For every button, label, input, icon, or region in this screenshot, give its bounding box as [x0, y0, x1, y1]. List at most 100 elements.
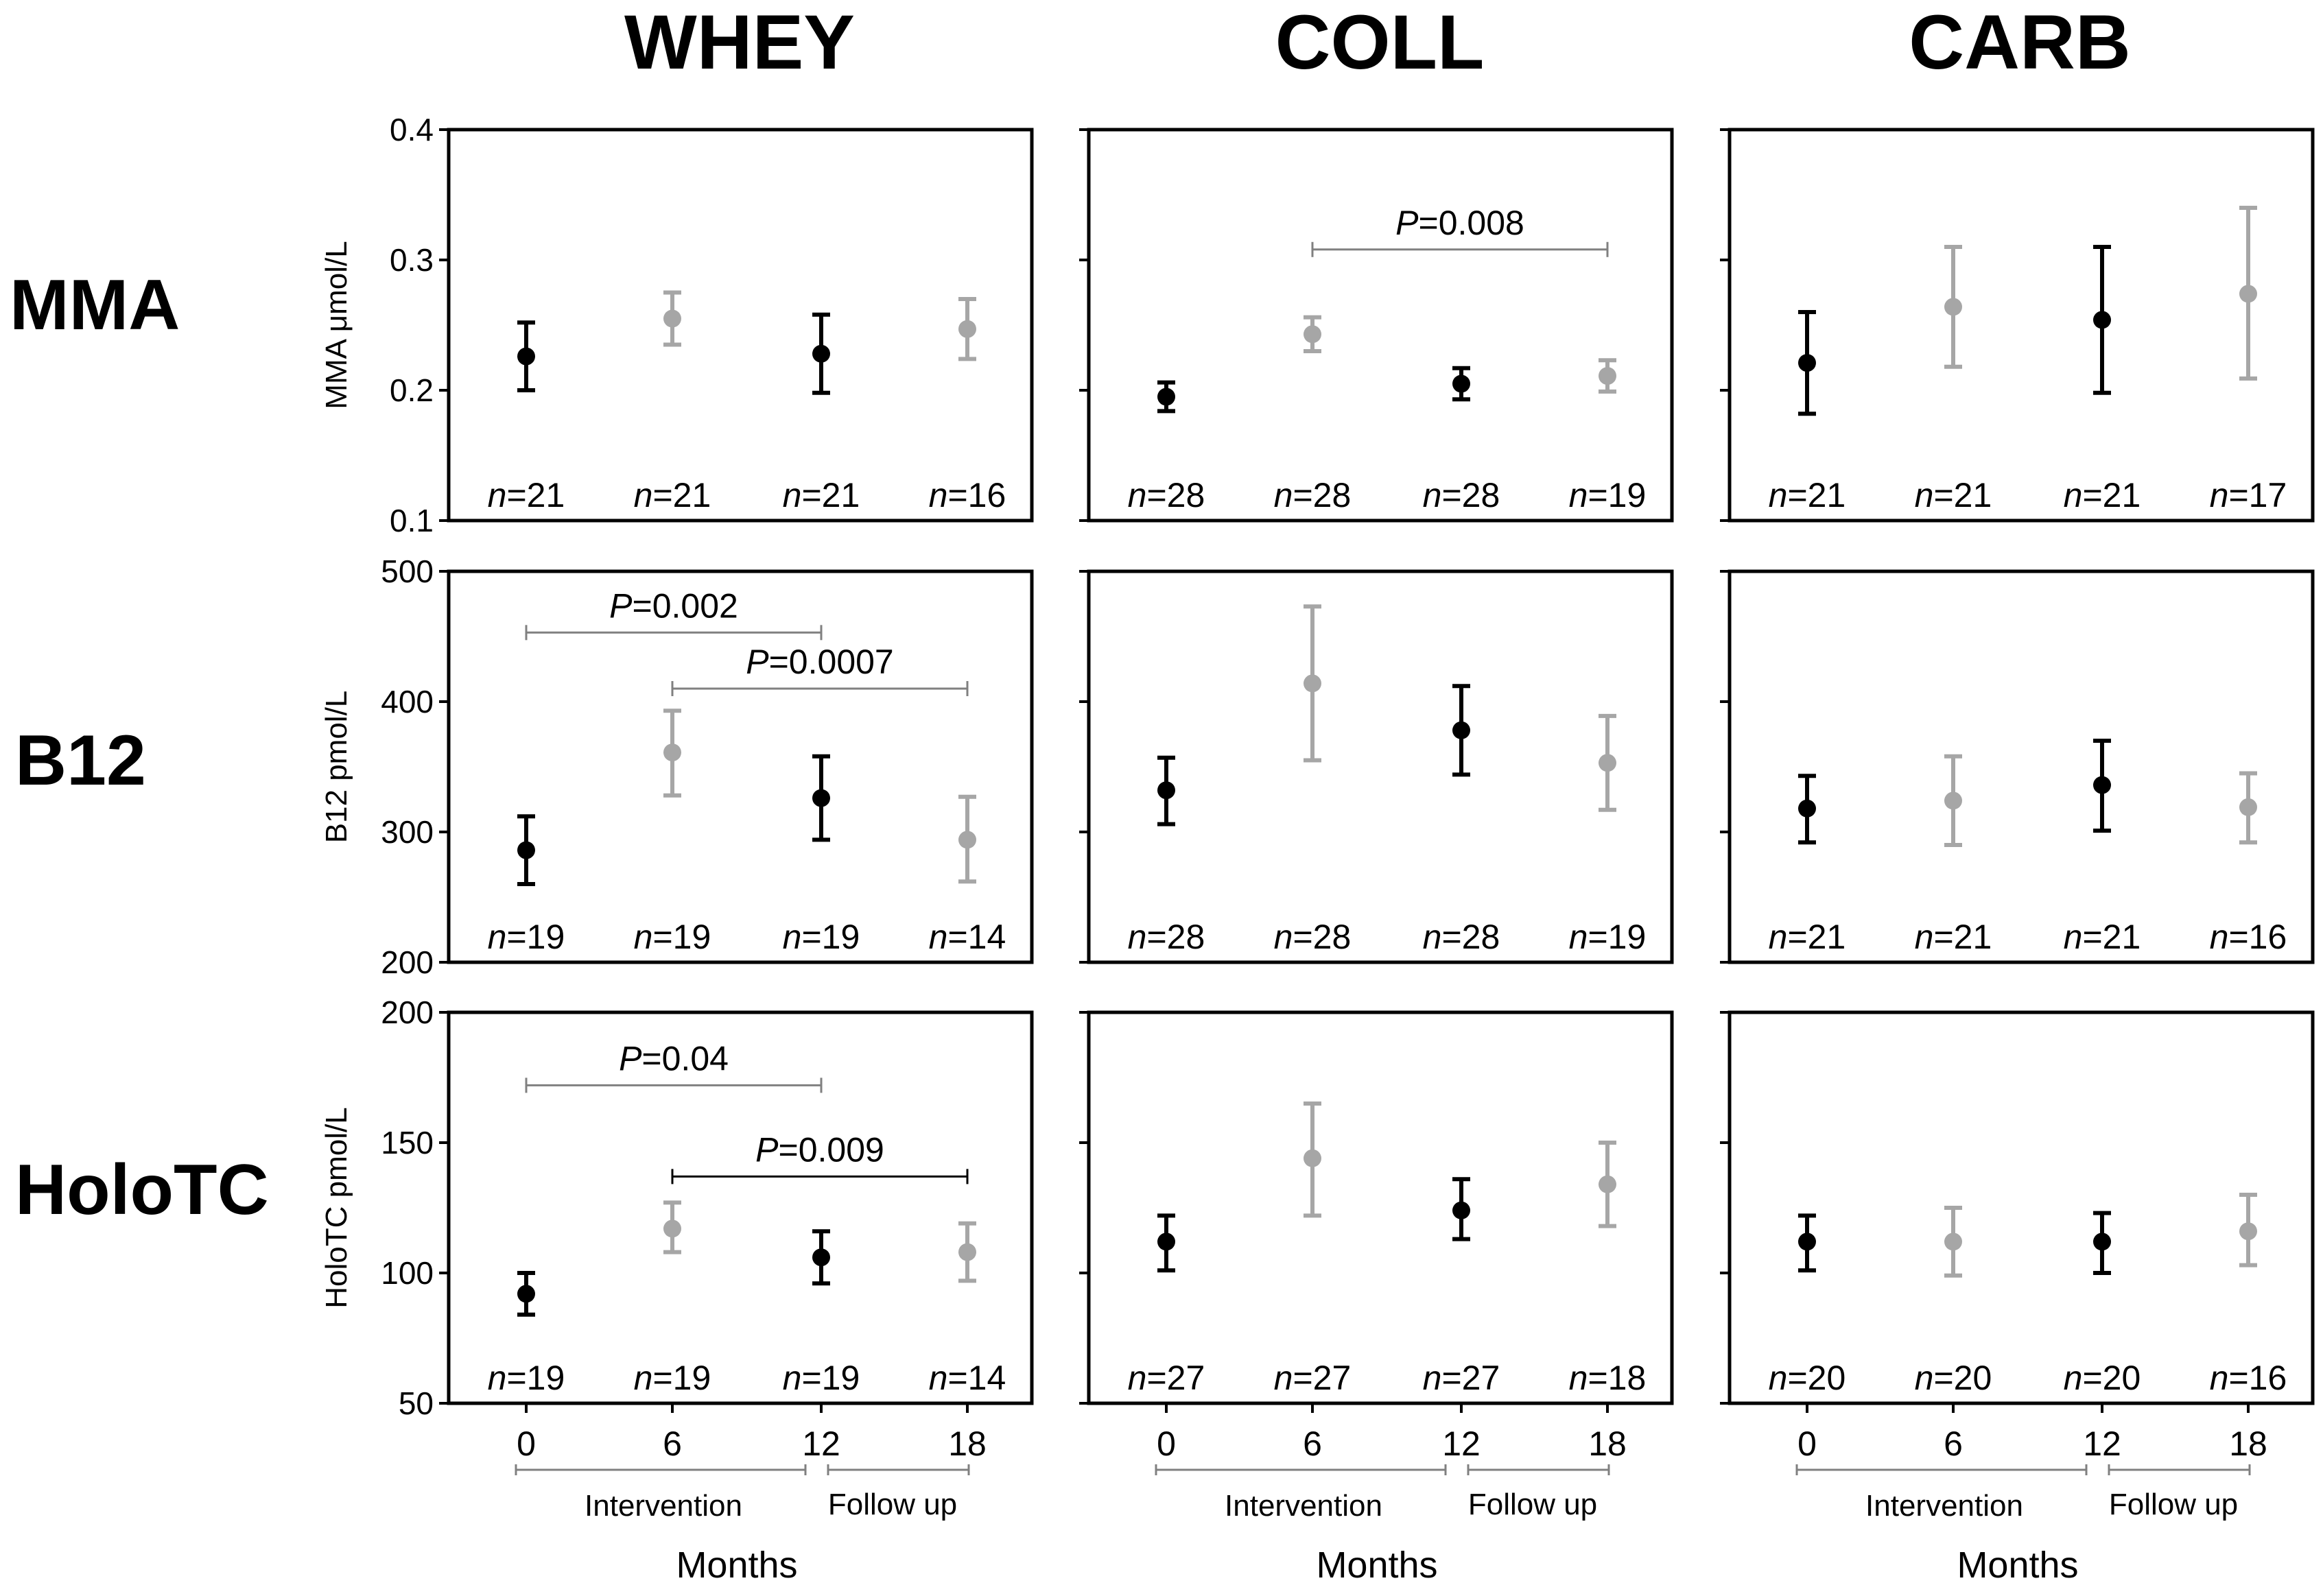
panel-frame-holotc-carb	[1727, 1010, 2315, 1405]
column-title-coll: COLL	[1275, 0, 1485, 85]
sample-size-label: n=21	[2064, 476, 2141, 514]
x-tick-label: 0	[1157, 1425, 1176, 1463]
x-tick-label: 6	[663, 1425, 682, 1463]
sample-size-label: n=28	[1128, 476, 1205, 514]
follow-up-label: Follow up	[828, 1488, 957, 1521]
data-point-month-0	[517, 841, 535, 859]
data-point-month-18	[2239, 798, 2257, 816]
sample-size-label: n=19	[488, 1359, 565, 1397]
p-value-label: P=0.04	[619, 1039, 729, 1077]
sample-size-label: n=16	[929, 476, 1006, 514]
data-point-month-6	[663, 743, 681, 762]
follow-up-label: Follow up	[2109, 1488, 2238, 1521]
y-tick-label: 200	[381, 944, 434, 980]
sample-size-label: n=21	[1769, 476, 1846, 514]
intervention-label: Intervention	[585, 1489, 742, 1523]
data-point-month-18	[958, 831, 976, 849]
sample-size-label: n=19	[783, 918, 860, 956]
data-point-month-0	[1798, 354, 1816, 372]
column-title-carb: CARB	[1909, 0, 2131, 85]
sample-size-label: n=28	[1128, 918, 1205, 956]
x-tick-label: 12	[802, 1425, 840, 1463]
sample-size-label: n=21	[1769, 918, 1846, 956]
data-point-month-6	[1944, 298, 1962, 316]
y-tick-label: 0.1	[390, 503, 434, 538]
panel-frame-holotc-coll	[1087, 1010, 1674, 1405]
x-tick-label: 12	[2083, 1425, 2121, 1463]
data-point-month-12	[2093, 1232, 2111, 1251]
y-tick-label: 50	[399, 1385, 434, 1421]
p-value-label: P=0.002	[609, 586, 738, 625]
y-tick-label: 200	[381, 994, 434, 1030]
data-point-month-6	[1944, 791, 1962, 810]
row-title-mma: MMA	[10, 265, 180, 345]
data-point-month-12	[1452, 374, 1470, 393]
data-point-month-6	[1304, 1149, 1321, 1167]
data-point-month-0	[517, 1285, 535, 1303]
sample-size-label: n=19	[634, 918, 711, 956]
sample-size-label: n=17	[2210, 476, 2287, 514]
data-point-month-6	[1944, 1232, 1962, 1251]
row-title-b12: B12	[15, 721, 146, 800]
sample-size-label: n=21	[634, 476, 711, 514]
sample-size-label: n=27	[1128, 1359, 1205, 1397]
data-point-month-18	[2239, 1222, 2257, 1241]
panel-frame-b12-carb	[1727, 569, 2315, 964]
sample-size-label: n=19	[634, 1359, 711, 1397]
y-tick-label: 0.3	[390, 242, 434, 278]
sample-size-label: n=20	[2064, 1359, 2141, 1397]
sample-size-label: n=27	[1274, 1359, 1352, 1397]
data-point-month-0	[1798, 1232, 1816, 1251]
data-point-month-6	[663, 1219, 681, 1238]
panel-frame-b12-coll	[1087, 569, 1674, 964]
sample-size-label: n=18	[1569, 1359, 1647, 1397]
x-tick-label: 6	[1944, 1425, 1963, 1463]
x-tick-label: 6	[1303, 1425, 1322, 1463]
p-value-label: P=0.008	[1395, 204, 1524, 242]
data-point-month-12	[1452, 1201, 1470, 1219]
sample-size-label: n=21	[1915, 476, 1992, 514]
sample-size-label: n=19	[1569, 476, 1647, 514]
data-point-month-12	[812, 789, 830, 807]
intervention-label: Intervention	[1225, 1489, 1382, 1523]
sample-size-label: n=20	[1769, 1359, 1846, 1397]
panel-frame-mma-coll	[1087, 128, 1674, 523]
data-point-month-0	[1157, 781, 1175, 800]
panel-frame-b12-whey	[447, 569, 1034, 964]
sample-size-label: n=14	[929, 918, 1006, 956]
data-point-month-12	[2093, 776, 2111, 794]
sample-size-label: n=14	[929, 1359, 1006, 1397]
data-point-month-0	[1798, 799, 1816, 818]
column-title-whey: WHEY	[624, 0, 855, 85]
y-tick-label: 500	[381, 553, 434, 589]
sample-size-label: n=21	[783, 476, 860, 514]
follow-up-label: Follow up	[1468, 1488, 1597, 1521]
sample-size-label: n=28	[1274, 476, 1352, 514]
panel-frame-mma-whey	[447, 128, 1034, 523]
sample-size-label: n=16	[2210, 1359, 2287, 1397]
sample-size-label: n=21	[1915, 918, 1992, 956]
sample-size-label: n=19	[783, 1359, 860, 1397]
y-axis-label-mma: MMA μmol/L	[320, 241, 353, 409]
y-tick-label: 100	[381, 1255, 434, 1291]
sample-size-label: n=20	[1915, 1359, 1992, 1397]
data-point-month-12	[2093, 311, 2111, 329]
p-value-label: P=0.009	[755, 1130, 884, 1169]
sample-size-label: n=19	[488, 918, 565, 956]
x-tick-label: 18	[948, 1425, 987, 1463]
y-tick-label: 0.2	[390, 372, 434, 408]
x-tick-label: 18	[2229, 1425, 2267, 1463]
data-point-month-12	[1452, 721, 1470, 739]
data-point-month-0	[517, 347, 535, 366]
data-point-month-12	[812, 1248, 830, 1267]
p-value-label: P=0.0007	[746, 643, 894, 681]
sample-size-label: n=28	[1274, 918, 1352, 956]
data-point-month-0	[1157, 388, 1175, 406]
data-point-month-18	[958, 1243, 976, 1261]
data-point-month-6	[663, 309, 681, 328]
x-tick-label: 12	[1442, 1425, 1481, 1463]
data-point-month-18	[958, 320, 976, 338]
data-point-month-18	[1599, 367, 1616, 385]
intervention-label: Intervention	[1865, 1489, 2023, 1523]
